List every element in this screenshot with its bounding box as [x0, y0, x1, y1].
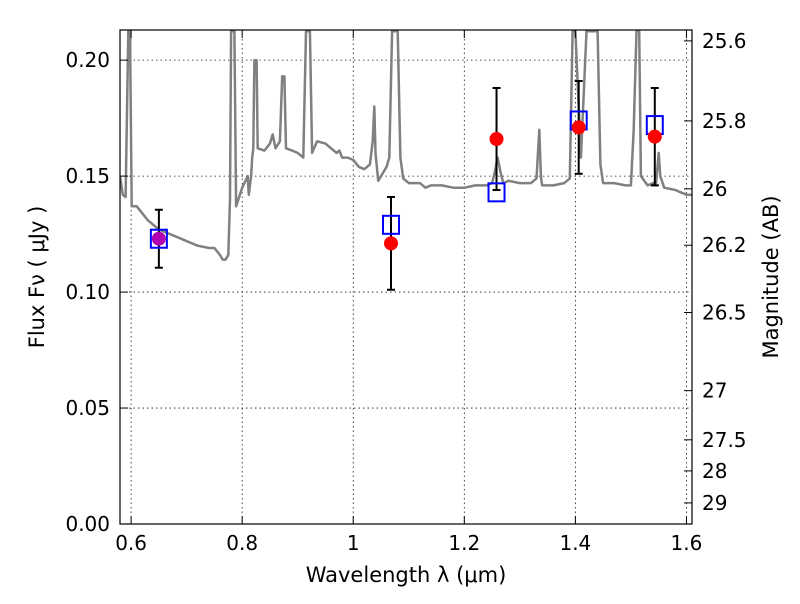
- x-tick-label: 1.6: [671, 531, 703, 555]
- model-point: [382, 214, 401, 235]
- x-axis: 0.6 0.8 1 1.2 1.4 1.6: [115, 30, 702, 555]
- right-tick-label: 29: [702, 491, 727, 515]
- y-tick-label: 0.05: [65, 396, 110, 420]
- y-tick-label: 0.15: [65, 164, 110, 188]
- x-tick-label: 1.4: [559, 531, 591, 555]
- x-tick-label: 0.8: [226, 531, 258, 555]
- observed-point: [151, 231, 166, 246]
- observed-point: [571, 120, 586, 135]
- x-tick-label: 1.2: [448, 531, 480, 555]
- model-point: [149, 228, 168, 249]
- right-tick-label: 26.5: [702, 300, 747, 324]
- x-axis-title: Wavelength λ (μm): [306, 563, 507, 587]
- x-tick-label: 1: [347, 531, 360, 555]
- marker-layer: [149, 80, 664, 291]
- y-axis-title-right: Magnitude (AB): [759, 195, 783, 358]
- observed-point: [647, 129, 662, 144]
- spectrum-layer: [120, 30, 692, 261]
- observed-point: [489, 132, 504, 147]
- right-tick-label: 25.6: [702, 29, 747, 53]
- right-tick-label: 26: [702, 177, 727, 201]
- y-axis-right: 25.6 25.8 26 26.2 26.5 27 27.5 28 29: [684, 29, 747, 515]
- y-tick-label: 0.00: [65, 512, 110, 536]
- right-tick-label: 26.2: [702, 233, 747, 257]
- right-tick-label: 27.5: [702, 428, 747, 452]
- y-axis-left: 0.00 0.05 0.10 0.15 0.20: [65, 48, 128, 536]
- y-tick-label: 0.10: [65, 280, 110, 304]
- model-point: [487, 182, 506, 203]
- x-tick-label: 0.6: [115, 531, 147, 555]
- right-tick-label: 25.8: [702, 109, 747, 133]
- plot-frame: [119, 29, 693, 525]
- spectrum-line: [120, 30, 692, 261]
- observed-point: [384, 236, 399, 251]
- right-tick-label: 27: [702, 379, 727, 403]
- right-tick-label: 28: [702, 459, 727, 483]
- grid: [120, 30, 692, 525]
- y-tick-label: 0.20: [65, 48, 110, 72]
- y-axis-title: Flux Fν ( μJy ): [25, 206, 49, 349]
